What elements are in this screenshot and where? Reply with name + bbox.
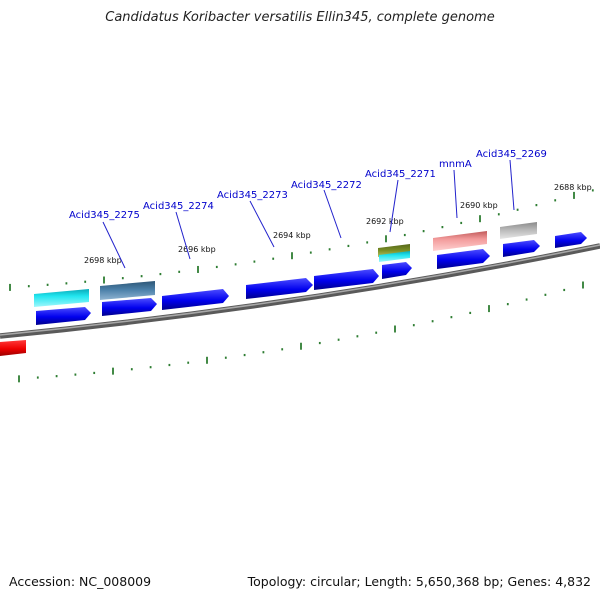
gene-arrow[interactable] (102, 298, 157, 316)
feature-steelblue-block[interactable] (100, 281, 155, 300)
accession-label: Accession: NC_008009 (9, 574, 152, 589)
scale-label: 2696 kbp (178, 245, 216, 254)
gene-label[interactable]: Acid345_2272 (291, 180, 362, 191)
genome-backbone (0, 243, 600, 339)
genome-backbone-highlight (0, 244, 600, 336)
gene-arrow[interactable] (162, 289, 229, 310)
scale-label: 2694 kbp (273, 231, 311, 240)
gene-arrow[interactable] (36, 307, 91, 325)
gene-arrow[interactable] (382, 262, 412, 279)
feature-gray-block[interactable] (500, 222, 537, 239)
gene-arrow[interactable] (555, 232, 587, 248)
label-leaders (102, 159, 515, 269)
gene-label[interactable]: Acid345_2274 (143, 201, 214, 212)
scale-label: 2688 kbp (554, 183, 592, 192)
gene-label[interactable]: Acid345_2271 (365, 169, 436, 180)
gene-arrow[interactable] (314, 269, 379, 290)
gene-track (36, 232, 587, 325)
gene-label[interactable]: Acid345_2275 (69, 210, 140, 221)
feature-red-block[interactable] (0, 340, 26, 356)
tick-row-lower (18, 281, 584, 383)
feature-track-upper (34, 222, 537, 307)
scale-label: 2690 kbp (460, 201, 498, 210)
scale-label: 2692 kbp (366, 217, 404, 226)
gene-labels: Acid345_2275 Acid345_2274 Acid345_2273 A… (69, 149, 547, 221)
gene-arrow[interactable] (246, 278, 313, 299)
gene-arrow[interactable] (437, 249, 490, 269)
genome-summary: Topology: circular; Length: 5,650,368 bp… (247, 574, 591, 589)
gene-label[interactable]: mnmA (439, 159, 472, 170)
feature-cyan-small-block[interactable] (379, 251, 410, 262)
tick-row-upper (9, 189, 594, 291)
gene-arrow[interactable] (503, 240, 540, 257)
gene-label[interactable]: Acid345_2269 (476, 149, 547, 160)
feature-salmon-block[interactable] (433, 231, 487, 251)
scale-labels: 2698 kbp 2696 kbp 2694 kbp 2692 kbp 2690… (84, 183, 592, 265)
gene-label[interactable]: Acid345_2273 (217, 190, 288, 201)
scale-label: 2698 kbp (84, 256, 122, 265)
map-title: Candidatus Koribacter versatilis Ellin34… (105, 10, 495, 25)
feature-cyan-block[interactable] (34, 289, 89, 307)
